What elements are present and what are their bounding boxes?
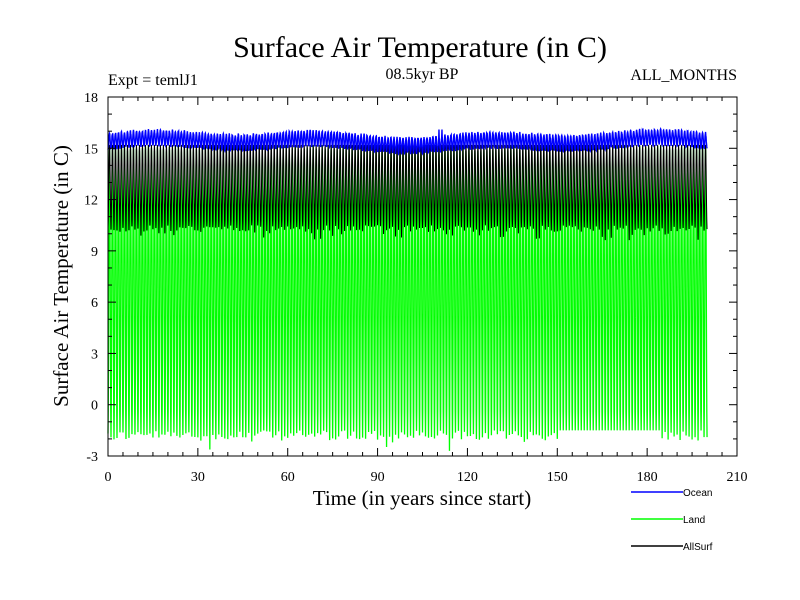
experiment-label: Expt = temlJ1 [108, 72, 198, 89]
series-layer [107, 126, 708, 451]
y-tick-label: 9 [91, 245, 98, 260]
y-tick-label: 6 [91, 296, 98, 311]
legend-label-ocean: Ocean [683, 488, 712, 499]
x-tick-label: 0 [105, 470, 112, 485]
x-axis-label: Time (in years since start) [313, 486, 532, 510]
x-tick-label: 60 [281, 470, 295, 485]
x-tick-label: 210 [727, 470, 748, 485]
series-line-land [107, 144, 708, 451]
x-tick-label: 30 [191, 470, 205, 485]
chart-title: Surface Air Temperature (in C) [233, 31, 607, 64]
chart-subtitle: 08.5kyr BP [386, 66, 459, 83]
y-tick-label: -3 [86, 450, 98, 465]
months-label: ALL_MONTHS [630, 67, 737, 84]
x-tick-label: 120 [457, 470, 478, 485]
y-tick-label: 15 [84, 142, 98, 157]
legend-label-allsurf: AllSurf [683, 542, 713, 553]
y-axis-label: Surface Air Temperature (in C) [49, 145, 73, 407]
legend: Ocean Land AllSurf [631, 488, 713, 553]
y-tick-label: 3 [91, 347, 98, 362]
y-tick-label: 12 [84, 194, 98, 209]
tick-layer: 0 30 60 90 120 150 180 210 -3 0 3 6 9 12 15 18 [84, 91, 748, 485]
legend-label-land: Land [683, 515, 705, 526]
y-tick-label: 0 [91, 399, 98, 414]
y-tick-label: 18 [84, 91, 98, 106]
x-tick-label: 150 [547, 470, 568, 485]
series-line-allsurf [107, 144, 708, 241]
x-tick-label: 180 [637, 470, 658, 485]
series-line-ocean [107, 126, 708, 156]
x-tick-label: 90 [371, 470, 385, 485]
